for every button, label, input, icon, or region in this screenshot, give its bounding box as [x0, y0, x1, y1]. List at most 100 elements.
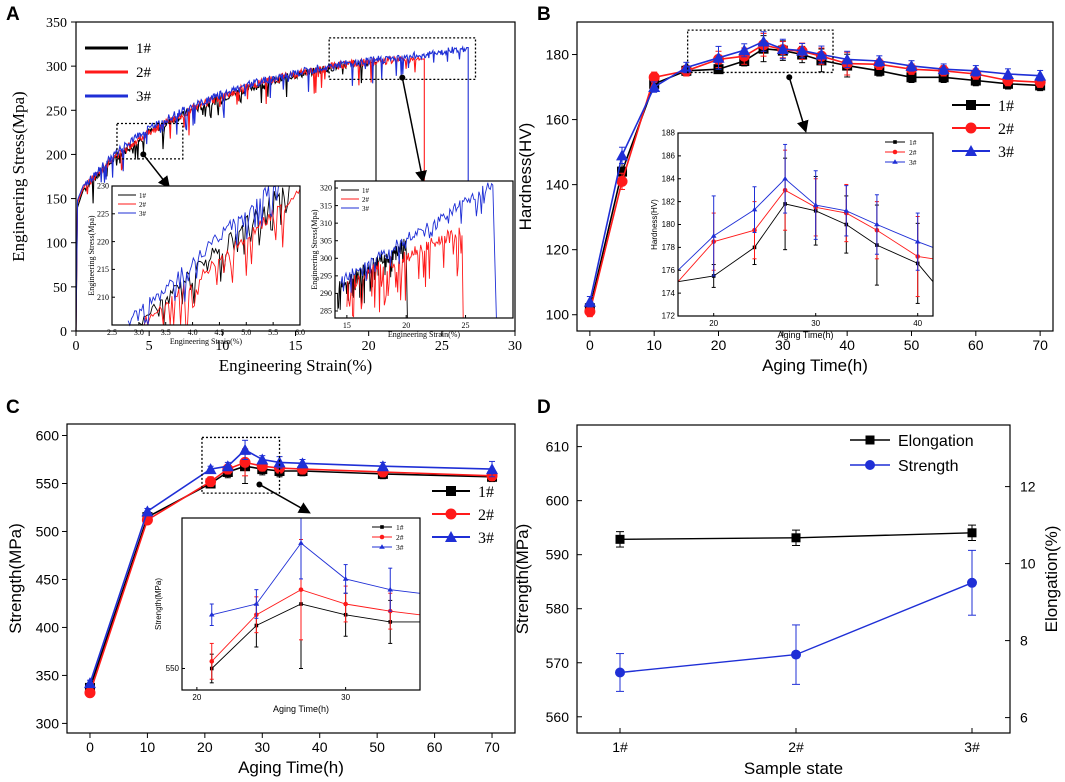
a-inset-right-frame — [334, 180, 514, 319]
b-series-3-marker — [776, 42, 789, 54]
panel-label-c: C — [6, 397, 20, 418]
c-plot-frame — [66, 423, 516, 734]
b-series-3-marker — [583, 295, 596, 307]
c-inset-legend-marker-2 — [379, 534, 385, 540]
c-y-tick-label: 350 — [36, 667, 60, 683]
a-x-tick-label: 20 — [362, 339, 376, 354]
c-inset-series-2-line — [211, 589, 421, 662]
b-series-2-marker — [616, 175, 628, 187]
inset-y-tick-label: 182 — [662, 197, 676, 206]
d-y-tick-label: 570 — [546, 655, 570, 671]
b-series-3-marker — [712, 51, 725, 63]
inset-y-tick-label: 172 — [662, 312, 676, 321]
c-x-tick-label: 50 — [369, 739, 385, 755]
b-plot-frame — [576, 21, 1054, 332]
b-series-3-marker — [1001, 68, 1014, 80]
d-series-elongation-marker — [615, 534, 625, 544]
c-inset-series-3-marker — [208, 611, 215, 617]
a-inset-left-legend-label-3: 3# — [139, 210, 147, 218]
c-inset-series-3-marker — [253, 601, 260, 606]
b-x-tick-label: 10 — [646, 337, 662, 353]
d-legend-label-1: Elongation — [898, 433, 974, 450]
inset-x-tick-label: 4.5 — [214, 328, 224, 337]
c-series-2-marker — [84, 687, 96, 699]
a-inset-right-x-axis-label: Engineering Strain(%) — [388, 330, 461, 339]
c-x-tick-label: 70 — [484, 739, 500, 755]
c-x-tick-label: 20 — [197, 739, 213, 755]
c-inset-series-2-marker — [343, 601, 348, 607]
a-x-tick-label: 5 — [146, 339, 153, 354]
d-x-axis-label: Sample state — [744, 759, 843, 778]
d-y2-axis-label: Elongation(%) — [1042, 526, 1061, 633]
inset-y-tick-label: 320 — [320, 184, 332, 193]
d-legend-marker-1 — [865, 435, 875, 445]
inset-y-tick-label: 315 — [320, 201, 332, 210]
b-series-3-marker — [937, 63, 950, 75]
inset-x-tick-label: 20 — [402, 321, 410, 330]
c-inset-series-3-marker — [342, 576, 349, 581]
c-series-3-marker — [221, 460, 234, 472]
inset-x-tick-label: 30 — [811, 319, 820, 328]
c-y-tick-label: 550 — [36, 475, 60, 491]
a-inset-left-legend-label-2: 2# — [139, 201, 147, 209]
b-y-axis-label: Hardness(HV) — [516, 123, 535, 231]
c-series-3-marker — [141, 505, 154, 517]
a-inset-left-x-axis-label: Engineering Strain(%) — [170, 337, 243, 346]
d-y-tick-label: 580 — [546, 601, 570, 617]
a-y-tick-label: 50 — [53, 281, 67, 296]
c-x-tick-label: 60 — [427, 739, 443, 755]
inset-x-tick-label: 30 — [341, 693, 350, 702]
b-y-tick-label: 120 — [546, 242, 570, 258]
c-inset-legend-label-1: 1# — [396, 523, 404, 532]
b-x-tick-label: 70 — [1032, 337, 1048, 353]
b-legend-marker-2 — [965, 122, 977, 134]
inset-x-tick-label: 20 — [192, 693, 201, 702]
a-callout-arrow-left — [142, 153, 171, 189]
c-x-tick-label: 30 — [254, 739, 270, 755]
c-series-3-marker — [376, 460, 389, 472]
a-callout-arrow-right — [401, 77, 427, 183]
inset-x-tick-label: 3.5 — [161, 328, 171, 337]
c-x-tick-label: 0 — [86, 739, 94, 755]
a-x-tick-label: 15 — [289, 339, 303, 354]
c-series-3-marker — [204, 463, 217, 475]
inset-x-tick-label: 15 — [343, 321, 351, 330]
c-legend-marker-2 — [445, 508, 457, 520]
c-inset-y-axis-label: Strength(MPa) — [154, 578, 163, 630]
inset-y-tick-label: 176 — [662, 266, 676, 275]
d-y2-tick-label: 8 — [1020, 633, 1028, 649]
b-inset-legend-label-1: 1# — [909, 138, 917, 147]
c-zoom-box — [201, 436, 281, 494]
c-series-2-line — [89, 461, 493, 693]
c-inset-legend-marker-1 — [380, 525, 384, 529]
b-x-tick-label: 50 — [904, 337, 920, 353]
b-zoom-box — [686, 29, 834, 74]
a-x-tick-label: 10 — [215, 339, 229, 354]
b-series-1-marker — [617, 166, 628, 177]
b-series-3-marker — [738, 44, 751, 56]
b-series-3-marker — [680, 61, 693, 73]
b-series-2-marker — [584, 305, 596, 317]
b-series-3-marker — [841, 53, 854, 65]
b-y-tick-label: 180 — [546, 47, 570, 63]
a-y-tick-label: 300 — [46, 60, 67, 75]
inset-y-tick-label: 178 — [662, 243, 676, 252]
b-x-tick-label: 60 — [968, 337, 984, 353]
d-x-tick-label: 1# — [612, 739, 628, 755]
b-inset-y-axis-label: Hardness(HV) — [650, 199, 659, 250]
b-legend-label-3: 3# — [998, 144, 1014, 161]
c-legend-label-1: 1# — [478, 484, 494, 501]
c-inset-series-3-line — [211, 542, 421, 616]
a-zoom-box-left — [116, 122, 184, 160]
b-series-3-marker — [873, 55, 886, 67]
c-series-3-marker — [83, 677, 96, 689]
a-y-tick-label: 250 — [46, 104, 67, 119]
a-x-tick-label: 0 — [73, 339, 80, 354]
d-series-strength-marker — [615, 667, 625, 678]
inset-y-tick-label: 230 — [97, 182, 109, 191]
inset-x-tick-label: 2.5 — [107, 328, 117, 337]
b-y-tick-label: 100 — [546, 307, 570, 323]
a-y-axis-label: Engineering Stress(Mpa) — [9, 91, 28, 261]
c-inset-frame — [181, 517, 421, 691]
